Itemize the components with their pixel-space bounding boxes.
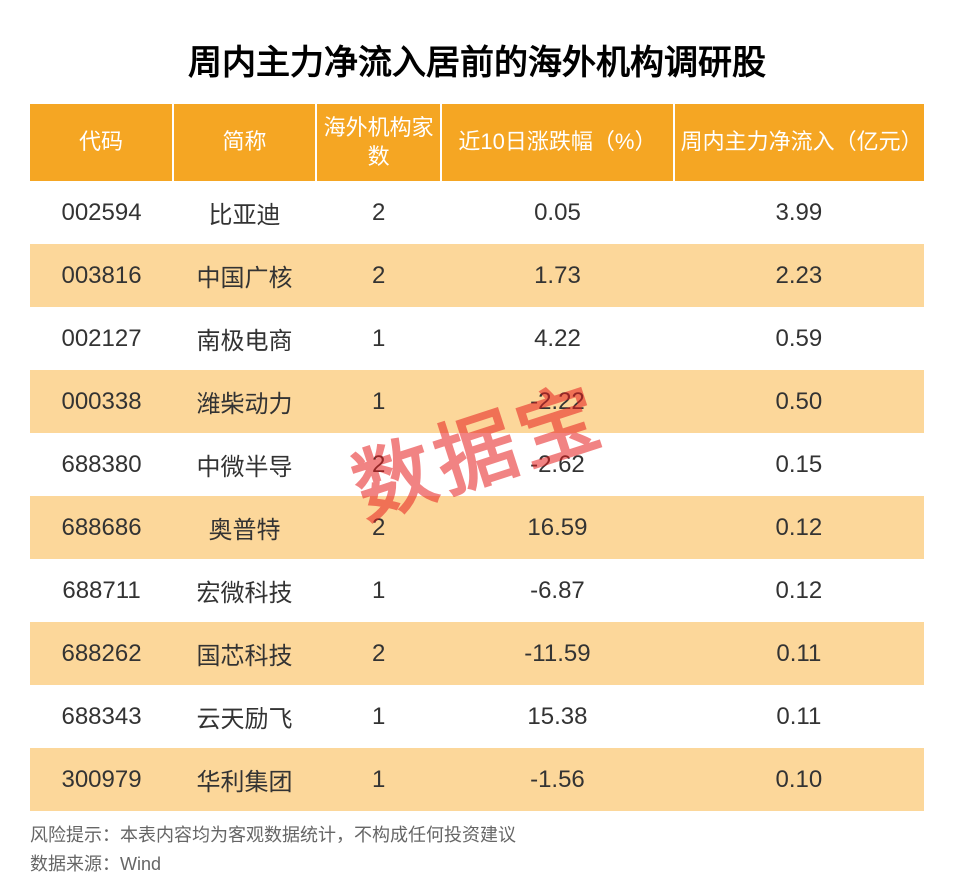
cell-8-2: 1 xyxy=(316,685,441,748)
cell-2-4: 0.59 xyxy=(674,307,924,370)
cell-8-0: 688343 xyxy=(30,685,173,748)
cell-2-0: 002127 xyxy=(30,307,173,370)
page-title: 周内主力净流入居前的海外机构调研股 xyxy=(30,20,924,104)
cell-5-4: 0.12 xyxy=(674,496,924,559)
table-row: 000338潍柴动力1-2.220.50 xyxy=(30,370,924,433)
table-row: 688686奥普特216.590.12 xyxy=(30,496,924,559)
table-row: 002127南极电商14.220.59 xyxy=(30,307,924,370)
cell-2-1: 南极电商 xyxy=(173,307,316,370)
cell-7-1: 国芯科技 xyxy=(173,622,316,685)
cell-5-1: 奥普特 xyxy=(173,496,316,559)
data-source: 数据来源：Wind xyxy=(30,850,924,879)
cell-7-2: 2 xyxy=(316,622,441,685)
cell-0-3: 0.05 xyxy=(441,181,673,244)
cell-3-1: 潍柴动力 xyxy=(173,370,316,433)
col-header-4: 周内主力净流入（亿元） xyxy=(674,104,924,181)
header-row: 代码简称海外机构家数近10日涨跌幅（%）周内主力净流入（亿元） xyxy=(30,104,924,181)
cell-4-2: 2 xyxy=(316,433,441,496)
cell-7-4: 0.11 xyxy=(674,622,924,685)
cell-9-0: 300979 xyxy=(30,748,173,811)
cell-3-0: 000338 xyxy=(30,370,173,433)
cell-8-1: 云天励飞 xyxy=(173,685,316,748)
cell-1-1: 中国广核 xyxy=(173,244,316,307)
cell-5-0: 688686 xyxy=(30,496,173,559)
cell-1-0: 003816 xyxy=(30,244,173,307)
cell-0-0: 002594 xyxy=(30,181,173,244)
cell-4-1: 中微半导 xyxy=(173,433,316,496)
cell-6-1: 宏微科技 xyxy=(173,559,316,622)
table-row: 002594比亚迪20.053.99 xyxy=(30,181,924,244)
table-row: 003816中国广核21.732.23 xyxy=(30,244,924,307)
cell-4-3: -2.62 xyxy=(441,433,673,496)
cell-3-3: -2.22 xyxy=(441,370,673,433)
cell-0-2: 2 xyxy=(316,181,441,244)
table-row: 688380中微半导2-2.620.15 xyxy=(30,433,924,496)
cell-2-3: 4.22 xyxy=(441,307,673,370)
cell-6-0: 688711 xyxy=(30,559,173,622)
cell-0-1: 比亚迪 xyxy=(173,181,316,244)
cell-5-3: 16.59 xyxy=(441,496,673,559)
cell-4-0: 688380 xyxy=(30,433,173,496)
cell-9-1: 华利集团 xyxy=(173,748,316,811)
cell-4-4: 0.15 xyxy=(674,433,924,496)
col-header-3: 近10日涨跌幅（%） xyxy=(441,104,673,181)
cell-7-3: -11.59 xyxy=(441,622,673,685)
cell-1-4: 2.23 xyxy=(674,244,924,307)
table-row: 688343云天励飞115.380.11 xyxy=(30,685,924,748)
cell-2-2: 1 xyxy=(316,307,441,370)
cell-7-0: 688262 xyxy=(30,622,173,685)
table-body: 002594比亚迪20.053.99003816中国广核21.732.23002… xyxy=(30,181,924,811)
cell-6-2: 1 xyxy=(316,559,441,622)
cell-8-3: 15.38 xyxy=(441,685,673,748)
table-wrapper: 数据宝 代码简称海外机构家数近10日涨跌幅（%）周内主力净流入（亿元） 0025… xyxy=(30,104,924,811)
col-header-1: 简称 xyxy=(173,104,316,181)
cell-8-4: 0.11 xyxy=(674,685,924,748)
footer: 风险提示：本表内容均为客观数据统计，不构成任何投资建议 数据来源：Wind xyxy=(30,821,924,879)
col-header-0: 代码 xyxy=(30,104,173,181)
table-row: 688711宏微科技1-6.870.12 xyxy=(30,559,924,622)
cell-1-2: 2 xyxy=(316,244,441,307)
cell-3-4: 0.50 xyxy=(674,370,924,433)
cell-5-2: 2 xyxy=(316,496,441,559)
risk-disclaimer: 风险提示：本表内容均为客观数据统计，不构成任何投资建议 xyxy=(30,821,924,850)
cell-9-4: 0.10 xyxy=(674,748,924,811)
cell-3-2: 1 xyxy=(316,370,441,433)
data-table: 代码简称海外机构家数近10日涨跌幅（%）周内主力净流入（亿元） 002594比亚… xyxy=(30,104,924,811)
col-header-2: 海外机构家数 xyxy=(316,104,441,181)
cell-9-3: -1.56 xyxy=(441,748,673,811)
cell-0-4: 3.99 xyxy=(674,181,924,244)
table-row: 688262国芯科技2-11.590.11 xyxy=(30,622,924,685)
cell-9-2: 1 xyxy=(316,748,441,811)
cell-6-3: -6.87 xyxy=(441,559,673,622)
cell-1-3: 1.73 xyxy=(441,244,673,307)
table-head: 代码简称海外机构家数近10日涨跌幅（%）周内主力净流入（亿元） xyxy=(30,104,924,181)
cell-6-4: 0.12 xyxy=(674,559,924,622)
table-row: 300979华利集团1-1.560.10 xyxy=(30,748,924,811)
